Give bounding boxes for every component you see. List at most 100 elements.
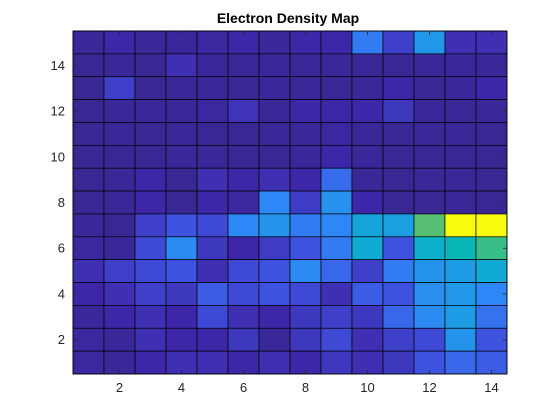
heatmap-cell: [320, 350, 353, 375]
heatmap-cell: [134, 213, 167, 238]
heatmap-cell: [289, 190, 322, 215]
heatmap-cell: [475, 282, 508, 306]
heatmap-cell: [382, 259, 415, 283]
heatmap-cell: [475, 167, 508, 192]
heatmap-cell: [320, 167, 353, 192]
heatmap-cell: [196, 99, 229, 123]
heatmap-cell: [72, 99, 105, 123]
heatmap-cell: [475, 236, 508, 261]
heatmap-cell: [258, 99, 291, 123]
heatmap-cell: [134, 190, 167, 215]
heatmap-cell: [413, 99, 446, 123]
chart-title: Electron Density Map: [217, 10, 359, 26]
heatmap-cell: [351, 167, 384, 192]
heatmap-cell: [165, 327, 198, 352]
x-axis: 2 4 6 8 10 12 14: [116, 31, 499, 395]
heatmap-cell: [320, 327, 353, 352]
heatmap-cell: [351, 76, 384, 100]
heatmap-cell: [444, 350, 477, 375]
heatmap-cell: [227, 213, 260, 238]
heatmap-cell: [134, 53, 167, 78]
heatmap-cell: [382, 190, 415, 215]
heatmap-cell: [134, 236, 167, 261]
heatmap-cell: [72, 122, 105, 146]
heatmap-cell: [289, 99, 322, 123]
heatmap-cell: [320, 122, 353, 146]
heatmap-cell: [258, 282, 291, 306]
heatmap-cell: [258, 327, 291, 352]
heatmap-cell: [475, 53, 508, 78]
heatmap-cell: [134, 99, 167, 123]
heatmap-cell: [258, 53, 291, 78]
heatmap-cell: [227, 327, 260, 352]
heatmap-cell: [475, 99, 508, 123]
x-tick-label: 6: [240, 380, 247, 395]
heatmap-cell: [165, 122, 198, 146]
heatmap-cell: [351, 213, 384, 238]
heatmap-cell: [196, 282, 229, 306]
heatmap-cell: [413, 190, 446, 215]
heatmap-cell: [72, 190, 105, 215]
heatmap-cell: [444, 327, 477, 352]
heatmap-cell: [444, 122, 477, 146]
heatmap-cell: [258, 305, 291, 329]
heatmap-cell: [382, 76, 415, 100]
heatmap-cell: [196, 167, 229, 192]
heatmap-cell: [72, 305, 105, 329]
heatmap-cell: [475, 259, 508, 283]
heatmap-cell: [413, 282, 446, 306]
heatmap-cell: [351, 282, 384, 306]
heatmap-cell: [320, 282, 353, 306]
heatmap-cell: [351, 53, 384, 78]
heatmap-cell: [444, 236, 477, 261]
heatmap-cell: [103, 236, 136, 261]
heatmap-cell: [444, 30, 477, 55]
y-tick-label: 10: [51, 149, 65, 164]
heatmap-cell: [289, 282, 322, 306]
heatmap-cell: [258, 213, 291, 238]
heatmap-cell: [227, 282, 260, 306]
heatmap-cell: [351, 144, 384, 169]
heatmap-cell: [289, 213, 322, 238]
heatmap-cell: [444, 167, 477, 192]
heatmap-cell: [351, 122, 384, 146]
heatmap-cell: [258, 259, 291, 283]
heatmap-cell: [165, 144, 198, 169]
heatmap-cell: [227, 76, 260, 100]
y-tick-label: 8: [58, 195, 65, 210]
heatmap-cell: [103, 282, 136, 306]
heatmap-cell: [320, 76, 353, 100]
heatmap-cell: [475, 190, 508, 215]
x-tick-label: 10: [360, 380, 374, 395]
heatmap-cell: [72, 144, 105, 169]
heatmap-cell: [103, 99, 136, 123]
heatmap-cell: [320, 30, 353, 55]
heatmap-cell: [258, 76, 291, 100]
heatmap-cell: [289, 144, 322, 169]
heatmap-cell: [227, 122, 260, 146]
heatmap-cell: [475, 122, 508, 146]
y-tick-label: 12: [51, 104, 65, 119]
x-tick-label: 8: [302, 380, 309, 395]
heatmap-cell: [165, 213, 198, 238]
heatmap-cell: [413, 76, 446, 100]
heatmap-cell: [196, 236, 229, 261]
heatmap-cell: [72, 327, 105, 352]
y-tick-label: 2: [58, 332, 65, 347]
x-tick-label: 4: [178, 380, 185, 395]
heatmap-cell: [382, 213, 415, 238]
heatmap-cell: [320, 99, 353, 123]
heatmap-cell: [320, 305, 353, 329]
heatmap-cell: [103, 327, 136, 352]
heatmap-cell: [196, 350, 229, 375]
heatmap-cell: [72, 350, 105, 375]
y-tick-label: 6: [58, 241, 65, 256]
heatmap-cell: [351, 190, 384, 215]
heatmap-cell: [258, 122, 291, 146]
heatmap-cell: [444, 76, 477, 100]
heatmap-cell: [413, 236, 446, 261]
heatmap-cell: [196, 327, 229, 352]
heatmap-cell: [444, 259, 477, 283]
heatmap-cell: [258, 190, 291, 215]
heatmap-cell: [475, 144, 508, 169]
